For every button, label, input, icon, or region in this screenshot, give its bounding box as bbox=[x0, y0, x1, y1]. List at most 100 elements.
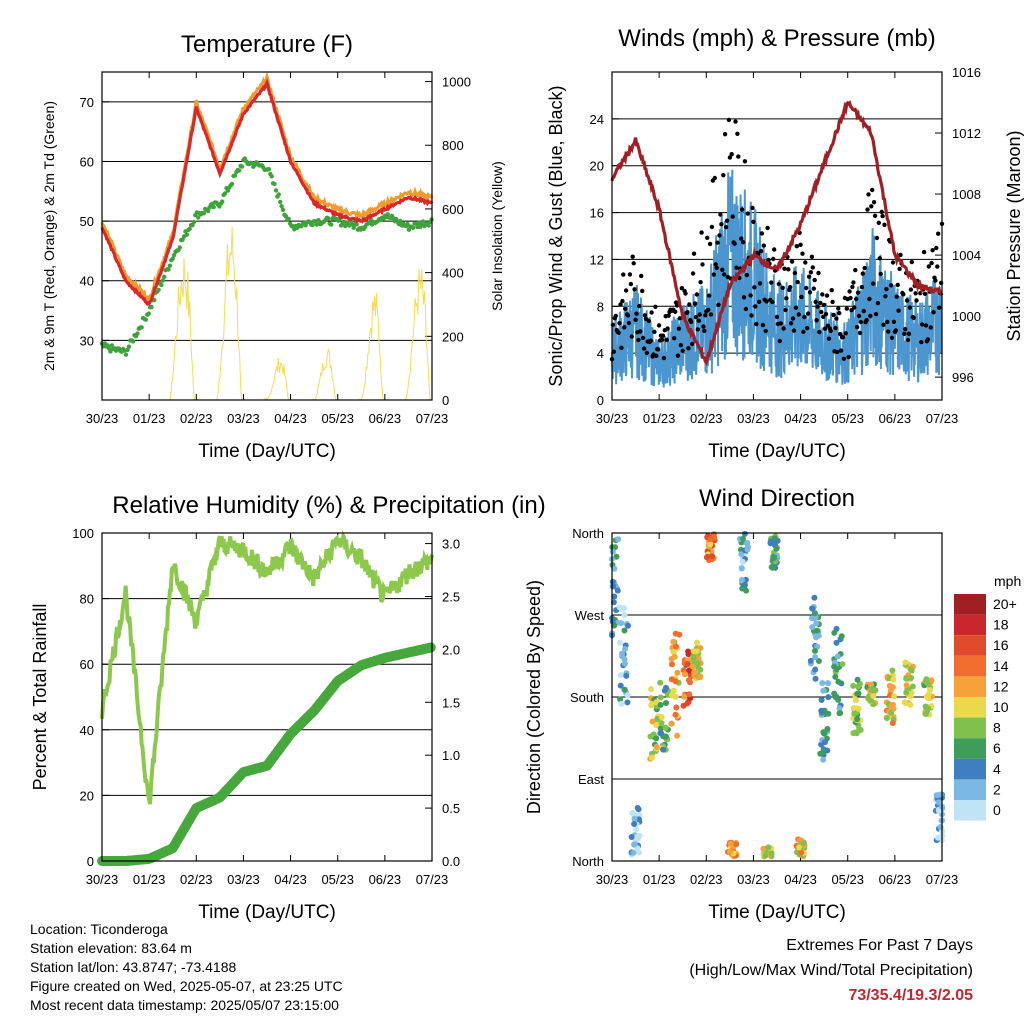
y-tick-label: East bbox=[578, 772, 604, 787]
direction-point bbox=[927, 686, 934, 693]
y2-tick-label: 200 bbox=[442, 329, 464, 344]
gust-point bbox=[659, 337, 665, 342]
gust-point bbox=[623, 306, 628, 311]
gust-point bbox=[935, 264, 940, 269]
gust-point bbox=[750, 205, 755, 211]
dewpoint-point bbox=[143, 317, 148, 322]
gust-point bbox=[656, 347, 661, 352]
gust-point bbox=[844, 306, 849, 311]
gust-point bbox=[661, 355, 667, 361]
gust-point bbox=[788, 285, 793, 290]
gust-point bbox=[859, 284, 865, 290]
gust-point bbox=[660, 333, 666, 338]
y-tick-label: 70 bbox=[80, 95, 94, 110]
gust-point bbox=[864, 318, 869, 323]
gust-point bbox=[833, 325, 838, 331]
dewpoint-point bbox=[410, 225, 416, 230]
legend-swatch bbox=[954, 635, 986, 656]
direction-point bbox=[744, 546, 751, 553]
gust-point bbox=[628, 281, 634, 287]
gust-point bbox=[836, 306, 841, 311]
x-tick-label: 03/23 bbox=[227, 872, 260, 887]
direction-point bbox=[686, 691, 693, 698]
dewpoint-point bbox=[276, 192, 281, 197]
gust-point bbox=[835, 349, 840, 355]
gust-point bbox=[902, 331, 907, 336]
direction-point bbox=[833, 693, 840, 700]
direction-point bbox=[850, 682, 857, 689]
plot-border bbox=[101, 71, 433, 401]
legend-label: 14 bbox=[993, 658, 1009, 674]
gust-point bbox=[828, 328, 833, 334]
y2-tick-label: 1000 bbox=[442, 75, 471, 90]
direction-point bbox=[611, 565, 618, 572]
direction-point bbox=[809, 605, 816, 612]
direction-point bbox=[633, 826, 640, 833]
gust-point bbox=[629, 334, 634, 339]
y2-tick-label: 1.0 bbox=[442, 748, 460, 763]
gust-point bbox=[810, 265, 815, 270]
direction-point bbox=[671, 653, 678, 660]
gust-point bbox=[930, 248, 935, 253]
gust-point bbox=[838, 348, 844, 353]
gust-point bbox=[868, 313, 873, 319]
chart-panel-3: Relative Humidity (%) & Precipitation (i… bbox=[30, 492, 546, 923]
gust-point bbox=[743, 306, 749, 312]
gust-point bbox=[908, 287, 914, 292]
legend-swatch bbox=[954, 697, 986, 718]
gust-point bbox=[851, 280, 856, 285]
gust-point bbox=[772, 247, 777, 252]
gust-point bbox=[648, 338, 653, 343]
direction-point bbox=[831, 663, 838, 670]
gust-point bbox=[621, 272, 626, 277]
gust-point bbox=[841, 356, 847, 361]
legend-label: 12 bbox=[993, 678, 1009, 694]
dewpoint-point bbox=[278, 199, 283, 205]
direction-point bbox=[825, 680, 831, 687]
direction-point bbox=[821, 739, 828, 746]
gust-point bbox=[636, 337, 641, 343]
x-tick-label: 04/23 bbox=[274, 411, 307, 426]
y2-tick-label: 600 bbox=[442, 202, 464, 217]
gust-point bbox=[860, 271, 865, 276]
dewpoint-point bbox=[426, 223, 431, 228]
direction-point bbox=[834, 653, 841, 660]
gust-point bbox=[735, 131, 740, 136]
gust-point bbox=[907, 305, 913, 310]
gust-point bbox=[780, 285, 785, 290]
gust-point bbox=[911, 315, 916, 320]
direction-point bbox=[648, 701, 655, 707]
direction-point bbox=[820, 729, 827, 736]
direction-point bbox=[884, 715, 890, 721]
y2-tick-label: 3.0 bbox=[442, 537, 460, 552]
gust-point bbox=[693, 314, 699, 320]
legend-label: 2 bbox=[993, 781, 1001, 797]
gust-point bbox=[741, 295, 747, 300]
direction-point bbox=[889, 684, 896, 691]
gust-point bbox=[632, 287, 637, 292]
y2-tick-label: 1000 bbox=[952, 309, 981, 324]
gust-point bbox=[734, 265, 739, 270]
direction-point bbox=[672, 678, 679, 685]
gust-point bbox=[782, 266, 787, 271]
x-tick-label: 05/23 bbox=[831, 411, 864, 426]
direction-point bbox=[619, 653, 626, 660]
direction-point bbox=[774, 537, 781, 544]
latlon-text: Station lat/lon: 43.8747; -73.4188 bbox=[30, 959, 237, 975]
direction-point bbox=[935, 799, 942, 806]
direction-point bbox=[663, 700, 669, 706]
direction-point bbox=[925, 705, 932, 712]
dewpoint-point bbox=[123, 352, 129, 357]
chart-title: Temperature (F) bbox=[181, 31, 353, 58]
gust-point bbox=[781, 326, 786, 331]
gust-point bbox=[744, 272, 749, 278]
direction-point bbox=[618, 620, 625, 627]
y-tick-label: 60 bbox=[80, 657, 94, 672]
gust-point bbox=[638, 329, 643, 334]
dewpoint-point bbox=[405, 221, 410, 227]
direction-point bbox=[812, 647, 818, 654]
x-tick-label: 06/23 bbox=[879, 411, 912, 426]
gust-point bbox=[830, 299, 835, 305]
gust-point bbox=[880, 213, 885, 219]
